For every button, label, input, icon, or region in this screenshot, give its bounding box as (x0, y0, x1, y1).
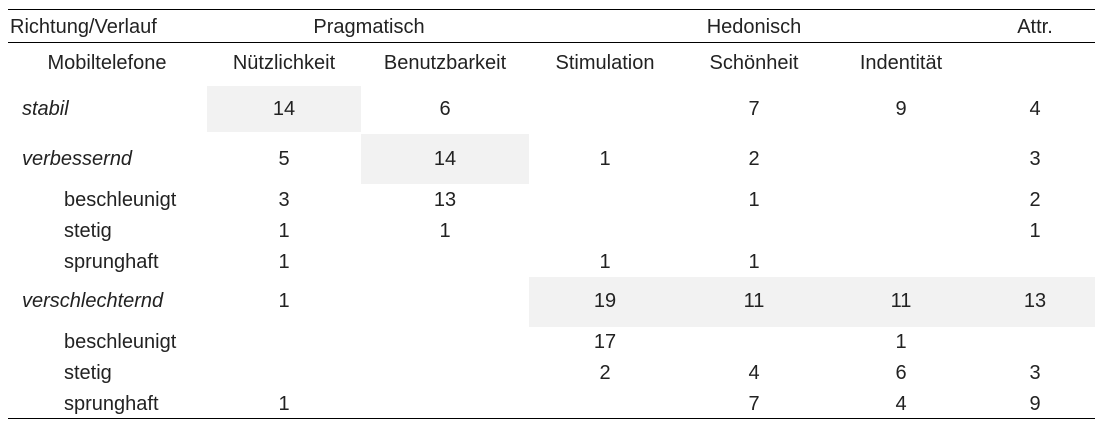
table-cell: 1 (278, 290, 290, 312)
row-label: beschleunigt (64, 189, 177, 211)
table-cell: 14 (433, 148, 457, 170)
table-cell: 4 (895, 393, 907, 415)
highlight-stabil-nuetzlichkeit (207, 86, 361, 132)
table-cell: 1 (748, 251, 760, 273)
table-cell: 1 (1029, 220, 1041, 242)
table-cell: 1 (439, 220, 451, 242)
group-hedonic: Hedonisch (706, 16, 802, 38)
row-label: sprunghaft (64, 251, 159, 273)
table-cell: 1 (278, 251, 290, 273)
highlight-verschlechternd-hedonic (529, 277, 1095, 327)
group-pragmatic: Pragmatisch (313, 16, 425, 38)
column-header: Stimulation (555, 52, 655, 74)
column-header: Nützlichkeit (232, 52, 336, 74)
table-cell: 3 (278, 189, 290, 211)
row-label: sprunghaft (64, 393, 159, 415)
table-cell: 13 (1023, 290, 1047, 312)
table-cell: 7 (748, 98, 760, 120)
table-cell: 1 (599, 148, 611, 170)
table-cell: 1 (278, 393, 290, 415)
table-cell: 6 (439, 98, 451, 120)
row-label-header: Mobiltelefone (47, 52, 167, 74)
top-rule (8, 9, 1095, 10)
table-cell: 3 (1029, 148, 1041, 170)
table-cell: 11 (890, 290, 912, 312)
table-cell: 2 (1029, 189, 1041, 211)
row-label: verbessernd (22, 148, 133, 170)
table-cell: 11 (743, 290, 765, 312)
results-table: Richtung/Verlauf Pragmatisch Hedonisch A… (8, 0, 1095, 428)
table-cell: 1 (748, 189, 760, 211)
table-cell: 14 (272, 98, 296, 120)
column-header: Schönheit (709, 52, 799, 74)
table-cell: 13 (433, 189, 457, 211)
table-cell: 1 (599, 251, 611, 273)
table-cell: 7 (748, 393, 760, 415)
table-cell: 4 (748, 362, 760, 384)
table-cell: 19 (593, 290, 617, 312)
column-header: Indentität (859, 52, 943, 74)
table-cell: 5 (278, 148, 290, 170)
table-cell: 3 (1029, 362, 1041, 384)
table-cell: 6 (895, 362, 907, 384)
row-label: stabil (22, 98, 69, 120)
row-label: stetig (64, 220, 112, 242)
table-cell: 4 (1029, 98, 1041, 120)
header-rule (8, 42, 1095, 43)
column-header: Benutzbarkeit (383, 52, 507, 74)
corner-label: Richtung/Verlauf (10, 16, 157, 38)
table-cell: 17 (593, 331, 617, 353)
table-cell: 9 (1029, 393, 1041, 415)
table-cell: 1 (278, 220, 290, 242)
table-cell: 2 (748, 148, 760, 170)
bottom-rule (8, 418, 1095, 419)
table-cell: 2 (599, 362, 611, 384)
row-label: verschlechternd (22, 290, 164, 312)
row-label: beschleunigt (64, 331, 177, 353)
highlight-verbessernd-benutzbarkeit (361, 134, 529, 184)
group-attr: Attr. (1017, 16, 1053, 38)
table-cell: 1 (895, 331, 907, 353)
row-label: stetig (64, 362, 112, 384)
table-cell: 9 (895, 98, 907, 120)
